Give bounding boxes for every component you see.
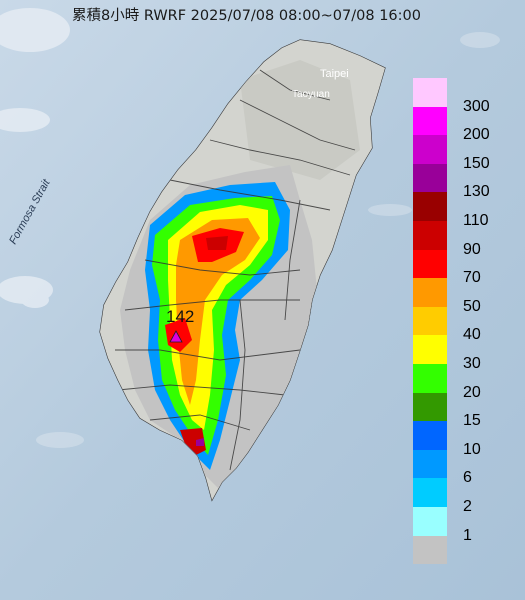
legend-label: 40 bbox=[463, 326, 481, 344]
legend-swatch bbox=[413, 421, 447, 450]
legend-swatch bbox=[413, 507, 447, 536]
legend-swatch bbox=[413, 78, 447, 107]
legend-label: 30 bbox=[463, 355, 481, 372]
legend-label: 2 bbox=[463, 498, 472, 515]
label-taipei: Taipei bbox=[320, 68, 349, 80]
legend-label: 20 bbox=[463, 383, 481, 401]
legend-swatch bbox=[413, 249, 447, 279]
legend-swatch bbox=[413, 306, 447, 336]
legend-swatch bbox=[413, 364, 447, 393]
legend-label: 6 bbox=[463, 469, 472, 487]
legend-label: 15 bbox=[463, 412, 481, 430]
legend-swatch bbox=[413, 221, 447, 250]
legend-label: 200 bbox=[463, 126, 490, 144]
legend-label: 110 bbox=[463, 212, 489, 229]
legend-label: 1 bbox=[463, 526, 472, 544]
rainfall-overlay bbox=[120, 165, 318, 490]
label-taoyuan: Taoyuan bbox=[292, 89, 330, 100]
legend-swatch bbox=[413, 163, 447, 193]
legend-swatch bbox=[413, 335, 447, 364]
legend-label: 300 bbox=[463, 97, 490, 115]
max-rainfall-marker: 142 bbox=[166, 307, 194, 343]
legend-swatch bbox=[413, 535, 447, 565]
legend-swatch bbox=[413, 392, 447, 422]
legend-label: 50 bbox=[463, 297, 481, 315]
legend-label: 150 bbox=[463, 154, 490, 172]
legend-swatch bbox=[413, 192, 447, 221]
legend-swatch bbox=[413, 106, 447, 136]
legend-swatch bbox=[413, 478, 447, 507]
max-triangle-icon bbox=[169, 330, 183, 343]
legend-label: 90 bbox=[463, 240, 481, 258]
map-title: 累積8小時 RWRF 2025/07/08 08:00~07/08 16:00 bbox=[72, 8, 421, 24]
max-value-label: 142 bbox=[166, 307, 194, 326]
legend-label: 10 bbox=[463, 440, 481, 458]
clouds bbox=[0, 8, 500, 448]
legend-swatch bbox=[413, 449, 447, 479]
legend-label: 70 bbox=[463, 269, 481, 287]
legend-swatch bbox=[413, 135, 447, 164]
legend-label: 130 bbox=[463, 183, 490, 201]
legend-swatch bbox=[413, 278, 447, 307]
